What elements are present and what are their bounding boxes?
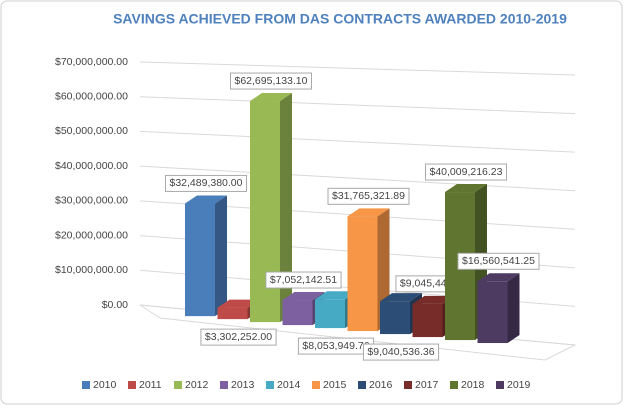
bar-top bbox=[315, 291, 357, 300]
data-label-text: $40,009,216.23 bbox=[430, 166, 503, 178]
data-label-box bbox=[425, 163, 507, 181]
y-tick-label: $70,000,000.00 bbox=[55, 56, 128, 68]
bar-top bbox=[380, 293, 422, 302]
bar-top bbox=[185, 195, 227, 204]
bar bbox=[315, 299, 345, 329]
bar bbox=[217, 307, 248, 320]
data-label: $9,040,536.36 bbox=[362, 343, 440, 361]
bar bbox=[380, 301, 410, 335]
bar-side bbox=[280, 93, 292, 323]
bar bbox=[185, 203, 215, 317]
bar-top bbox=[347, 208, 390, 217]
legend-label: 2019 bbox=[507, 379, 531, 391]
data-label-text: $8,053,949.76 bbox=[302, 340, 369, 352]
data-label: $32,489,380.00 bbox=[165, 174, 247, 192]
grid-line bbox=[139, 96, 576, 115]
data-label-box bbox=[265, 271, 342, 289]
bar bbox=[282, 300, 313, 326]
y-tick-label: $20,000,000.00 bbox=[55, 229, 128, 241]
data-label-text: $31,765,321.89 bbox=[332, 190, 405, 202]
data-label-text: $16,560,541.25 bbox=[462, 255, 535, 267]
bar bbox=[347, 216, 378, 332]
y-tick-label: $30,000,000.00 bbox=[55, 195, 128, 207]
data-label-box bbox=[200, 328, 277, 346]
legend-label: 2014 bbox=[277, 379, 301, 391]
chart-title: SAVINGS ACHIEVED FROM DAS CONTRACTS AWAR… bbox=[113, 11, 567, 27]
bar-top bbox=[282, 292, 325, 301]
legend-label: 2012 bbox=[185, 379, 209, 391]
legend-swatch bbox=[312, 381, 320, 389]
y-tick-label: $0.00 bbox=[102, 299, 128, 311]
data-label: $40,009,216.23 bbox=[425, 163, 507, 181]
bar-top bbox=[412, 295, 455, 304]
legend-swatch bbox=[128, 381, 136, 389]
data-label: $31,765,321.89 bbox=[327, 187, 410, 205]
data-label-box bbox=[327, 187, 410, 205]
bar-top bbox=[250, 93, 292, 102]
legend-label: 2011 bbox=[139, 379, 162, 391]
data-label-box bbox=[457, 252, 540, 270]
data-label: $16,560,541.25 bbox=[457, 252, 540, 270]
bar-top bbox=[445, 184, 487, 193]
grid-line bbox=[139, 130, 576, 153]
data-label-text: $9,040,536.36 bbox=[367, 346, 434, 358]
legend-swatch bbox=[174, 381, 182, 389]
legend-label: 2016 bbox=[369, 379, 393, 391]
bar-top bbox=[217, 299, 260, 308]
y-tick-label: $60,000,000.00 bbox=[55, 90, 128, 102]
bar bbox=[250, 101, 280, 323]
y-tick-label: $40,000,000.00 bbox=[55, 160, 128, 172]
data-label-text: $7,052,142.51 bbox=[270, 274, 337, 286]
data-label-text: $3,302,252.00 bbox=[205, 331, 272, 343]
legend-label: 2015 bbox=[323, 379, 347, 391]
legend-label: 2017 bbox=[415, 379, 439, 391]
bar-side bbox=[507, 273, 520, 344]
data-label-box bbox=[230, 72, 312, 90]
legend-swatch bbox=[220, 381, 228, 389]
grid-line bbox=[139, 165, 576, 192]
y-tick-label: $50,000,000.00 bbox=[55, 125, 128, 137]
data-label-text: $32,489,380.00 bbox=[170, 177, 243, 189]
legend-swatch bbox=[404, 381, 412, 389]
data-label: $3,302,252.00 bbox=[200, 328, 277, 346]
data-label: $62,695,133.10 bbox=[230, 72, 312, 90]
legend-label: 2010 bbox=[93, 379, 117, 391]
grid-line bbox=[139, 61, 576, 76]
legend-swatch bbox=[82, 381, 90, 389]
data-label-box bbox=[362, 343, 440, 361]
data-label: $7,052,142.51 bbox=[265, 271, 342, 289]
data-label: $8,053,949.76 bbox=[297, 337, 375, 355]
legend-label: 2018 bbox=[461, 379, 485, 391]
legend-swatch bbox=[496, 381, 504, 389]
bar bbox=[477, 281, 508, 344]
legend-swatch bbox=[266, 381, 274, 389]
y-tick-label: $10,000,000.00 bbox=[55, 264, 128, 276]
legend-swatch bbox=[358, 381, 366, 389]
bar-top bbox=[477, 273, 520, 282]
legend-label: 2013 bbox=[231, 379, 255, 391]
legend-swatch bbox=[450, 381, 458, 389]
data-label-box bbox=[165, 174, 247, 192]
bar-side bbox=[215, 195, 227, 317]
data-label-text: $62,695,133.10 bbox=[235, 75, 308, 87]
bar bbox=[412, 303, 443, 338]
